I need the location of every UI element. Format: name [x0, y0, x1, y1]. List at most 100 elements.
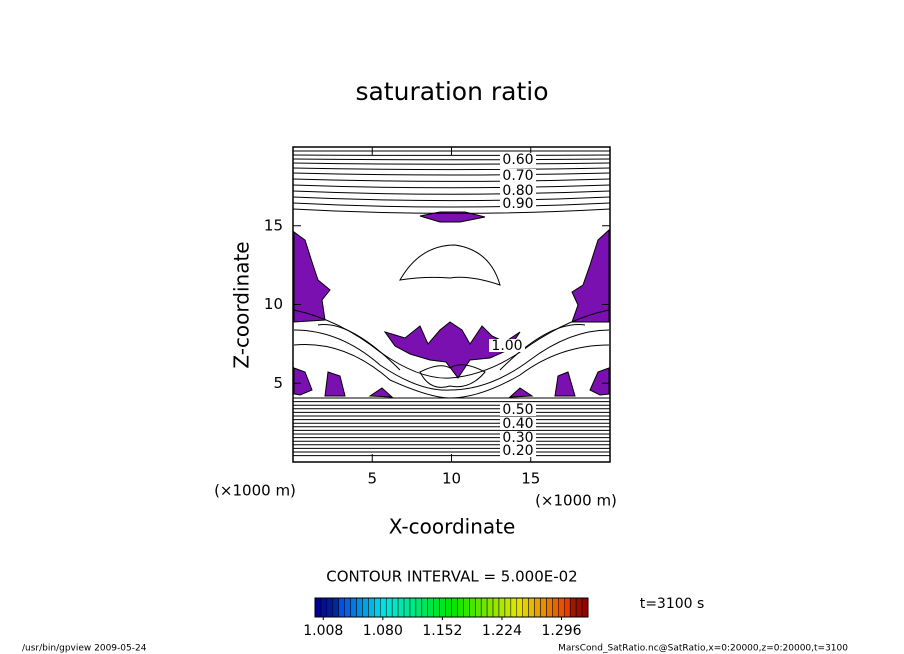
- colorbar-cell: [350, 597, 357, 618]
- colorbar-cell: [385, 597, 393, 618]
- colorbar-cell: [380, 597, 387, 618]
- colorbar-tick-label: 1.152: [422, 623, 462, 639]
- contour-label-bg: [500, 184, 536, 197]
- colorbar-cell: [540, 597, 547, 618]
- colorbar-cell: [356, 597, 363, 618]
- colorbar-cell: [451, 597, 458, 618]
- colorbar-cell: [344, 597, 351, 618]
- contour-line: [292, 167, 611, 171]
- colorbar-cell: [469, 597, 476, 618]
- colorbar-cell: [391, 597, 399, 618]
- contour-fill: [589, 367, 610, 396]
- contour-line: [292, 162, 611, 165]
- contour-label: 0.20: [502, 443, 533, 459]
- contour-label-bg: [500, 197, 536, 210]
- colorbar-cell: [320, 597, 328, 618]
- contour-fill: [368, 387, 394, 398]
- contour-fill: [571, 228, 610, 323]
- colorbar-cell: [457, 597, 464, 618]
- colorbar-cell: [558, 597, 565, 618]
- colorbar-cell: [528, 597, 535, 618]
- contour-label-bg: [500, 444, 536, 457]
- colorbar-cell: [516, 597, 523, 618]
- contour-label-bg: [500, 169, 536, 182]
- colorbar-cell: [445, 597, 452, 618]
- colorbar-cell: [409, 597, 417, 618]
- x-tick-label: 10: [442, 470, 461, 488]
- colorbar-cell: [546, 597, 553, 618]
- y-tick-label: 5: [273, 374, 283, 392]
- colorbar-cell: [332, 597, 339, 618]
- colorbar-cell: [522, 597, 529, 618]
- contour-label: 1.00: [491, 338, 522, 354]
- x-tick-label: 15: [521, 470, 540, 488]
- contour-fill: [419, 211, 486, 223]
- colorbar-cell: [575, 597, 583, 618]
- colorbar-cell: [433, 597, 440, 618]
- contour-line: [292, 172, 611, 176]
- contour-line: [399, 244, 501, 286]
- colorbar-cell: [480, 597, 488, 618]
- contour-line: [292, 202, 611, 208]
- colorbar-tick-label: 1.008: [303, 623, 343, 639]
- contour-label-bg: [500, 403, 536, 416]
- contour-line: [292, 184, 611, 189]
- contour-fill: [554, 371, 576, 397]
- contour-label: 0.30: [502, 430, 533, 446]
- colorbar-cell: [439, 597, 446, 618]
- y-tick-label: 10: [264, 295, 283, 313]
- contour-line: [292, 208, 611, 214]
- colorbar-cell: [581, 597, 589, 618]
- colorbar-cell: [463, 597, 470, 618]
- contour-fill: [293, 367, 313, 396]
- contour-line: [419, 364, 486, 388]
- colorbar-cell: [362, 597, 369, 618]
- y-unit-label: (×1000 m): [214, 482, 296, 500]
- colorbar-cell: [534, 597, 541, 618]
- colorbar-tick-label: 1.224: [482, 623, 522, 639]
- contour-label-bg: [500, 153, 536, 166]
- contour-label: 0.90: [502, 196, 533, 212]
- y-tick-label: 15: [264, 216, 283, 234]
- colorbar-cell: [314, 597, 322, 618]
- colorbar-cell: [486, 597, 494, 618]
- colorbar-cell: [374, 597, 381, 618]
- contour-label-bg: [489, 339, 525, 352]
- colorbar: 1.008 1.080 1.152 1.224 1.296: [303, 597, 589, 639]
- contour-label: 0.50: [502, 402, 533, 418]
- colorbar-frame: [314, 597, 589, 618]
- colorbar-cell: [368, 597, 375, 618]
- y-axis-label: Z-coordinate: [230, 241, 254, 368]
- colorbar-cell: [552, 597, 559, 618]
- contour-fill: [508, 387, 534, 398]
- contour-fill: [293, 231, 331, 323]
- contour-line: [292, 158, 611, 161]
- colorbar-tick-label: 1.080: [363, 623, 403, 639]
- contour-line: [292, 196, 611, 202]
- footer-left: /usr/bin/gpview 2009-05-24: [22, 644, 147, 654]
- colorbar-cell: [403, 597, 411, 618]
- colorbar-cell: [326, 597, 334, 618]
- footer-right: MarsCond_SatRatio.nc@SatRatio,x=0:20000,…: [558, 644, 848, 654]
- colorbar-cell: [504, 597, 512, 618]
- contour-line: [292, 190, 611, 195]
- x-unit-label: (×1000 m): [535, 492, 617, 510]
- contour-line: [317, 324, 586, 371]
- colorbar-cell: [415, 597, 423, 618]
- contour-label-bg: [500, 417, 536, 430]
- contour-label: 0.40: [502, 416, 533, 432]
- contour-interval: CONTOUR INTERVAL = 5.000E-02: [326, 568, 577, 586]
- colorbar-cell: [338, 597, 345, 618]
- x-tick-label: 5: [367, 470, 377, 488]
- colorbar-tick-label: 1.296: [541, 623, 581, 639]
- colorbar-cell: [427, 597, 434, 618]
- colorbar-cell: [492, 597, 500, 618]
- contour-label: 0.70: [502, 168, 533, 184]
- colorbar-cell: [421, 597, 429, 618]
- x-axis-label: X-coordinate: [389, 515, 516, 539]
- colorbar-cell: [569, 597, 577, 618]
- contour-fill: [324, 371, 346, 397]
- colorbar-cell: [498, 597, 506, 618]
- contour-label-bg: [500, 431, 536, 444]
